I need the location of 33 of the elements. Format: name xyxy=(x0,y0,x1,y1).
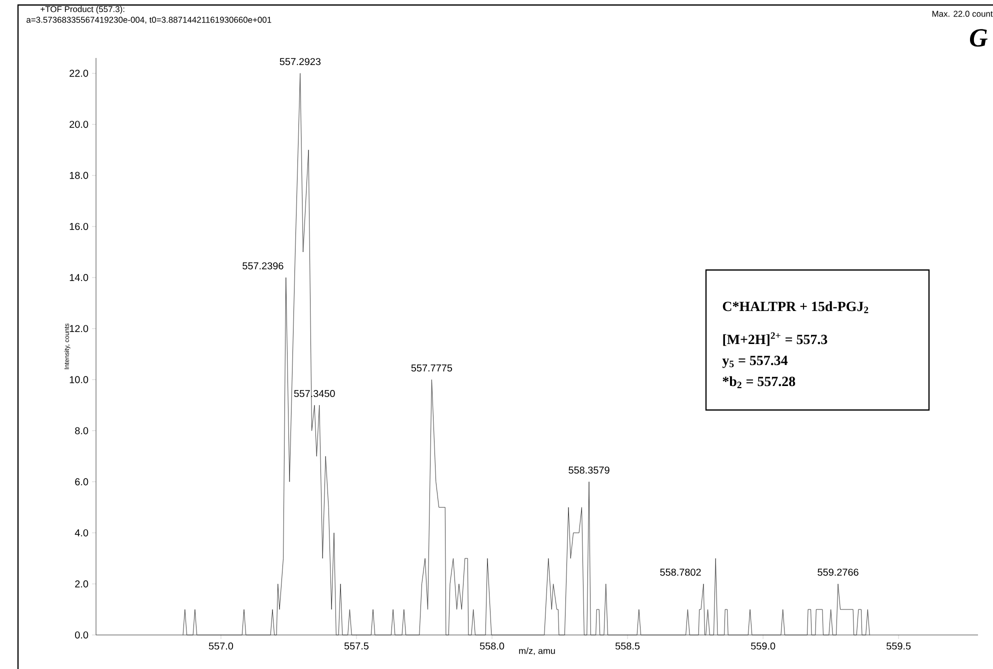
chart-subtitle: a=3.57368335567419230e-004, t0=3.88714421161930660e+001 xyxy=(26,16,272,24)
x-tick-label: 559.0 xyxy=(751,642,776,650)
annotation: 558.3579 xyxy=(568,466,610,474)
text: [M+2H]$^{2+}$ = 557.3 xyxy=(723,332,828,346)
annotation: 558.7802 xyxy=(660,568,701,576)
y-tick-label: 2.0 xyxy=(75,580,88,588)
annotation: 559.2766 xyxy=(818,568,858,576)
y-tick-label: 14.0 xyxy=(70,274,88,282)
x-tick-label: 558.5 xyxy=(615,642,640,650)
y-tick-label: 0.0 xyxy=(75,631,88,639)
x-axis-title: m/z, amu xyxy=(519,647,555,656)
annotation: 557.2923 xyxy=(280,58,321,66)
x-tick-label: 557.5 xyxy=(344,642,369,650)
x-tick-label: 559.5 xyxy=(886,642,911,650)
y-tick-label: 12.0 xyxy=(70,325,88,332)
y-tick-label: 22.0 xyxy=(70,70,88,77)
text: C*HALTPR + 15d-PGJ$_{2}$ xyxy=(722,301,868,314)
text: G xyxy=(970,29,988,47)
y-tick-label: 8.0 xyxy=(75,427,88,434)
annotation: 557.7775 xyxy=(411,364,452,372)
x-tick-label: 558.0 xyxy=(480,642,504,650)
y-tick-label: 10.0 xyxy=(70,376,88,384)
y-tick-label: 6.0 xyxy=(75,478,88,486)
y-tick-label: 20.0 xyxy=(70,120,88,128)
y-tick-label: 18.0 xyxy=(70,172,88,179)
text: y$_{5}$ = 557.34 xyxy=(722,356,788,368)
annotation: 557.2396 xyxy=(242,262,284,270)
text: Max. 22.0 count xyxy=(932,10,993,17)
y-tick-label: 4.0 xyxy=(74,529,88,536)
x-tick-label: 557.0 xyxy=(208,642,234,650)
text: *b$_{2}$ = 557.28 xyxy=(722,376,796,388)
y-tick-label: 16.0 xyxy=(70,222,88,230)
chart-title: +TOF Product (557.3): xyxy=(40,6,124,14)
